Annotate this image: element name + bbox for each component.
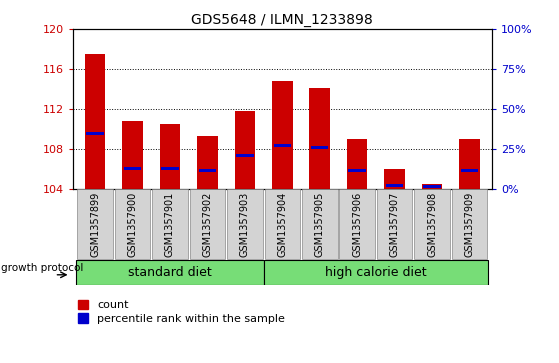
Bar [386, 184, 404, 187]
Bar [197, 136, 217, 189]
FancyBboxPatch shape [190, 189, 225, 259]
Text: GSM1357908: GSM1357908 [427, 192, 437, 257]
Title: GDS5648 / ILMN_1233898: GDS5648 / ILMN_1233898 [191, 13, 373, 26]
Bar [236, 154, 254, 158]
Bar [122, 121, 143, 189]
Text: GSM1357901: GSM1357901 [165, 192, 175, 257]
Text: GSM1357909: GSM1357909 [465, 192, 475, 257]
Text: GSM1357907: GSM1357907 [390, 191, 400, 257]
Bar [264, 260, 488, 285]
FancyBboxPatch shape [377, 189, 413, 259]
Bar [384, 169, 405, 189]
Text: GSM1357906: GSM1357906 [352, 192, 362, 257]
Text: growth protocol: growth protocol [2, 264, 84, 273]
Text: high calorie diet: high calorie diet [325, 266, 427, 279]
Bar [160, 124, 181, 189]
Text: standard diet: standard diet [128, 266, 212, 279]
Bar [124, 167, 141, 170]
Bar [347, 139, 367, 189]
Bar [235, 111, 255, 189]
FancyBboxPatch shape [339, 189, 375, 259]
FancyBboxPatch shape [227, 189, 263, 259]
Bar [272, 81, 292, 189]
Text: GSM1357905: GSM1357905 [315, 191, 325, 257]
Text: GSM1357903: GSM1357903 [240, 192, 250, 257]
Bar [459, 139, 480, 189]
Bar [85, 54, 106, 189]
Text: GSM1357899: GSM1357899 [90, 192, 100, 257]
FancyBboxPatch shape [152, 189, 188, 259]
FancyBboxPatch shape [302, 189, 338, 259]
Bar [87, 132, 104, 135]
FancyBboxPatch shape [77, 189, 113, 259]
Text: GSM1357902: GSM1357902 [202, 191, 212, 257]
Bar [348, 169, 366, 172]
Bar [273, 144, 291, 147]
FancyBboxPatch shape [264, 189, 300, 259]
Text: GSM1357904: GSM1357904 [277, 192, 287, 257]
Bar [77, 260, 264, 285]
Legend: count, percentile rank within the sample: count, percentile rank within the sample [78, 299, 285, 324]
FancyBboxPatch shape [452, 189, 487, 259]
FancyBboxPatch shape [115, 189, 150, 259]
Bar [421, 184, 442, 189]
Text: GSM1357900: GSM1357900 [127, 192, 138, 257]
Bar [423, 185, 441, 188]
Bar [198, 169, 216, 172]
Bar [461, 169, 478, 172]
Bar [311, 146, 329, 150]
FancyBboxPatch shape [414, 189, 450, 259]
Bar [161, 167, 179, 170]
Bar [310, 88, 330, 189]
